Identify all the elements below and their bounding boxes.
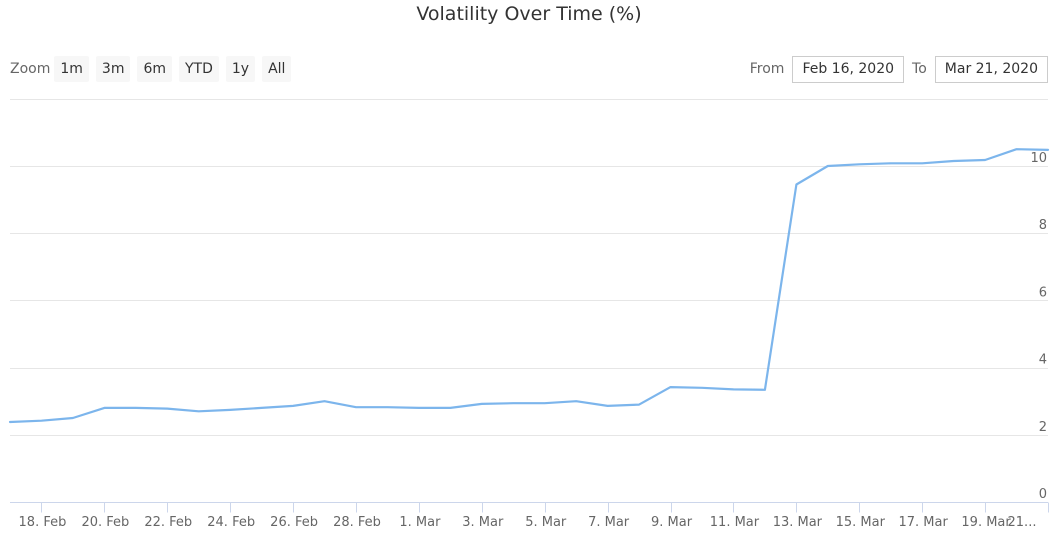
x-tick-label: 11. Mar (710, 515, 760, 530)
data-point (699, 385, 705, 391)
x-tick-label: 20. Feb (81, 515, 129, 530)
x-tick-label: 22. Feb (144, 515, 192, 530)
y-tick-label: 6 (1039, 285, 1047, 300)
grid-layer (10, 99, 1048, 436)
from-label: From (749, 61, 785, 77)
data-point (290, 403, 296, 409)
zoom-button-ytd[interactable]: YTD (179, 56, 219, 82)
x-tick-label: 1. Mar (399, 515, 441, 530)
series-line-0 (8, 148, 1050, 424)
y-tick-label: 8 (1039, 218, 1047, 233)
y-tick-label: 10 (1030, 151, 1047, 166)
x-tick-label: 28. Feb (333, 515, 381, 530)
data-point (888, 160, 894, 166)
x-tick-label: 15. Mar (836, 515, 886, 530)
data-point (825, 163, 831, 169)
data-point (385, 404, 391, 410)
x-tick-label: 18. Feb (19, 515, 67, 530)
data-point (133, 405, 139, 411)
x-tick-label: 26. Feb (270, 515, 318, 530)
x-tick-label: 5. Mar (525, 515, 567, 530)
data-point (982, 157, 988, 163)
zoom-button-1y[interactable]: 1y (225, 56, 256, 82)
data-point (353, 404, 359, 410)
x-axis-layer (10, 502, 1049, 513)
data-point (573, 398, 579, 404)
tick-label-layer: 18. Feb 20. Feb 22. Feb 24. Feb 26. Feb 28. F… (19, 151, 1047, 530)
data-point (101, 405, 107, 411)
data-point (668, 384, 674, 390)
data-point (919, 160, 925, 166)
range-selector: Zoom 1m 3m 6m YTD 1y All (10, 56, 298, 82)
data-point (605, 403, 611, 409)
data-point (510, 400, 516, 406)
data-point (542, 400, 548, 406)
y-tick-label: 4 (1039, 353, 1047, 368)
zoom-button-6m[interactable]: 6m (137, 56, 172, 82)
series-layer (7, 146, 1050, 425)
x-tick-label: 13. Mar (773, 515, 823, 530)
x-tick-label: 9. Mar (651, 515, 693, 530)
data-point (447, 405, 453, 411)
data-point (793, 182, 799, 188)
data-point (416, 405, 422, 411)
y-tick-label: 2 (1039, 420, 1047, 435)
data-point (259, 405, 265, 411)
data-point (951, 158, 957, 164)
data-point (856, 161, 862, 167)
data-point (227, 407, 233, 413)
data-point (39, 418, 45, 424)
chart-title: Volatility Over Time (%) (416, 3, 642, 25)
data-point (1014, 146, 1020, 152)
data-point (7, 419, 13, 425)
x-tick-label: 24. Feb (207, 515, 255, 530)
data-point (731, 386, 737, 392)
date-range-inputs: From Feb 16, 2020 To Mar 21, 2020 (742, 55, 1048, 83)
to-date-input[interactable]: Mar 21, 2020 (934, 55, 1048, 83)
x-tick-label: 3. Mar (462, 515, 504, 530)
x-tick-label: 17. Mar (899, 515, 949, 530)
x-tick-label: 7. Mar (588, 515, 630, 530)
zoom-button-all[interactable]: All (262, 56, 292, 82)
data-point (762, 387, 768, 393)
data-point (322, 398, 328, 404)
data-point (479, 401, 485, 407)
data-point (70, 415, 76, 421)
data-point (636, 402, 642, 408)
from-date-input[interactable]: Feb 16, 2020 (792, 55, 905, 83)
data-point (196, 408, 202, 414)
to-label: To (912, 61, 927, 77)
data-point (164, 406, 170, 412)
zoom-button-1m[interactable]: 1m (54, 56, 89, 82)
x-tick-label: 19. Mar (961, 515, 1011, 530)
x-tick-label: 21... (1008, 515, 1037, 530)
y-tick-label: 0 (1039, 487, 1047, 502)
zoom-label: Zoom (10, 61, 51, 77)
zoom-button-3m[interactable]: 3m (95, 56, 131, 82)
